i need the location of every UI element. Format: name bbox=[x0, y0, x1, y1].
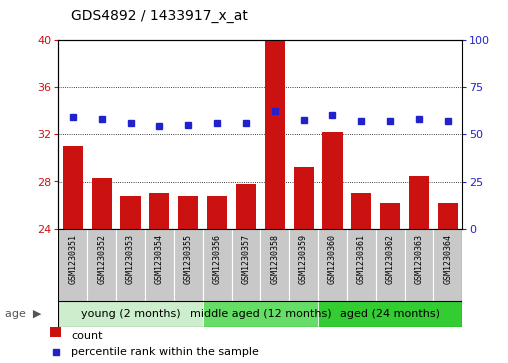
Bar bbox=[58, 301, 203, 327]
Bar bbox=[203, 229, 232, 301]
Bar bbox=[120, 196, 141, 229]
Text: GSM1230364: GSM1230364 bbox=[443, 234, 452, 285]
Bar bbox=[438, 203, 458, 229]
Bar bbox=[318, 229, 347, 301]
Text: GSM1230362: GSM1230362 bbox=[386, 234, 395, 285]
Bar bbox=[116, 229, 145, 301]
Bar bbox=[232, 229, 261, 301]
Bar bbox=[265, 40, 285, 229]
Bar bbox=[433, 229, 462, 301]
Bar bbox=[351, 193, 371, 229]
Bar bbox=[63, 146, 83, 229]
Text: GSM1230360: GSM1230360 bbox=[328, 234, 337, 285]
Bar bbox=[289, 229, 318, 301]
Bar bbox=[145, 229, 174, 301]
Bar bbox=[318, 301, 462, 327]
Text: GSM1230361: GSM1230361 bbox=[357, 234, 366, 285]
Bar bbox=[174, 229, 203, 301]
Text: young (2 months): young (2 months) bbox=[81, 309, 180, 319]
Bar bbox=[409, 176, 429, 229]
Bar bbox=[236, 184, 256, 229]
Text: middle aged (12 months): middle aged (12 months) bbox=[189, 309, 331, 319]
Text: percentile rank within the sample: percentile rank within the sample bbox=[71, 347, 259, 357]
Bar bbox=[149, 193, 170, 229]
Text: GSM1230354: GSM1230354 bbox=[155, 234, 164, 285]
Text: aged (24 months): aged (24 months) bbox=[340, 309, 440, 319]
Bar bbox=[178, 196, 198, 229]
Text: GSM1230358: GSM1230358 bbox=[270, 234, 279, 285]
Text: GSM1230356: GSM1230356 bbox=[212, 234, 221, 285]
Text: GSM1230351: GSM1230351 bbox=[69, 234, 77, 285]
Bar bbox=[50, 327, 61, 337]
Text: age  ▶: age ▶ bbox=[5, 309, 42, 319]
Text: GSM1230357: GSM1230357 bbox=[241, 234, 250, 285]
Text: GDS4892 / 1433917_x_at: GDS4892 / 1433917_x_at bbox=[71, 9, 248, 23]
Bar bbox=[207, 196, 227, 229]
Text: GSM1230353: GSM1230353 bbox=[126, 234, 135, 285]
Bar bbox=[376, 229, 404, 301]
Text: GSM1230359: GSM1230359 bbox=[299, 234, 308, 285]
Bar bbox=[323, 132, 342, 229]
Bar bbox=[203, 301, 318, 327]
Text: GSM1230363: GSM1230363 bbox=[415, 234, 424, 285]
Bar bbox=[380, 203, 400, 229]
Bar bbox=[347, 229, 376, 301]
Bar bbox=[404, 229, 433, 301]
Bar bbox=[294, 167, 314, 229]
Text: count: count bbox=[71, 331, 103, 341]
Bar bbox=[91, 178, 112, 229]
Bar bbox=[261, 229, 289, 301]
Bar bbox=[58, 229, 87, 301]
Bar bbox=[87, 229, 116, 301]
Text: GSM1230355: GSM1230355 bbox=[184, 234, 193, 285]
Text: GSM1230352: GSM1230352 bbox=[97, 234, 106, 285]
